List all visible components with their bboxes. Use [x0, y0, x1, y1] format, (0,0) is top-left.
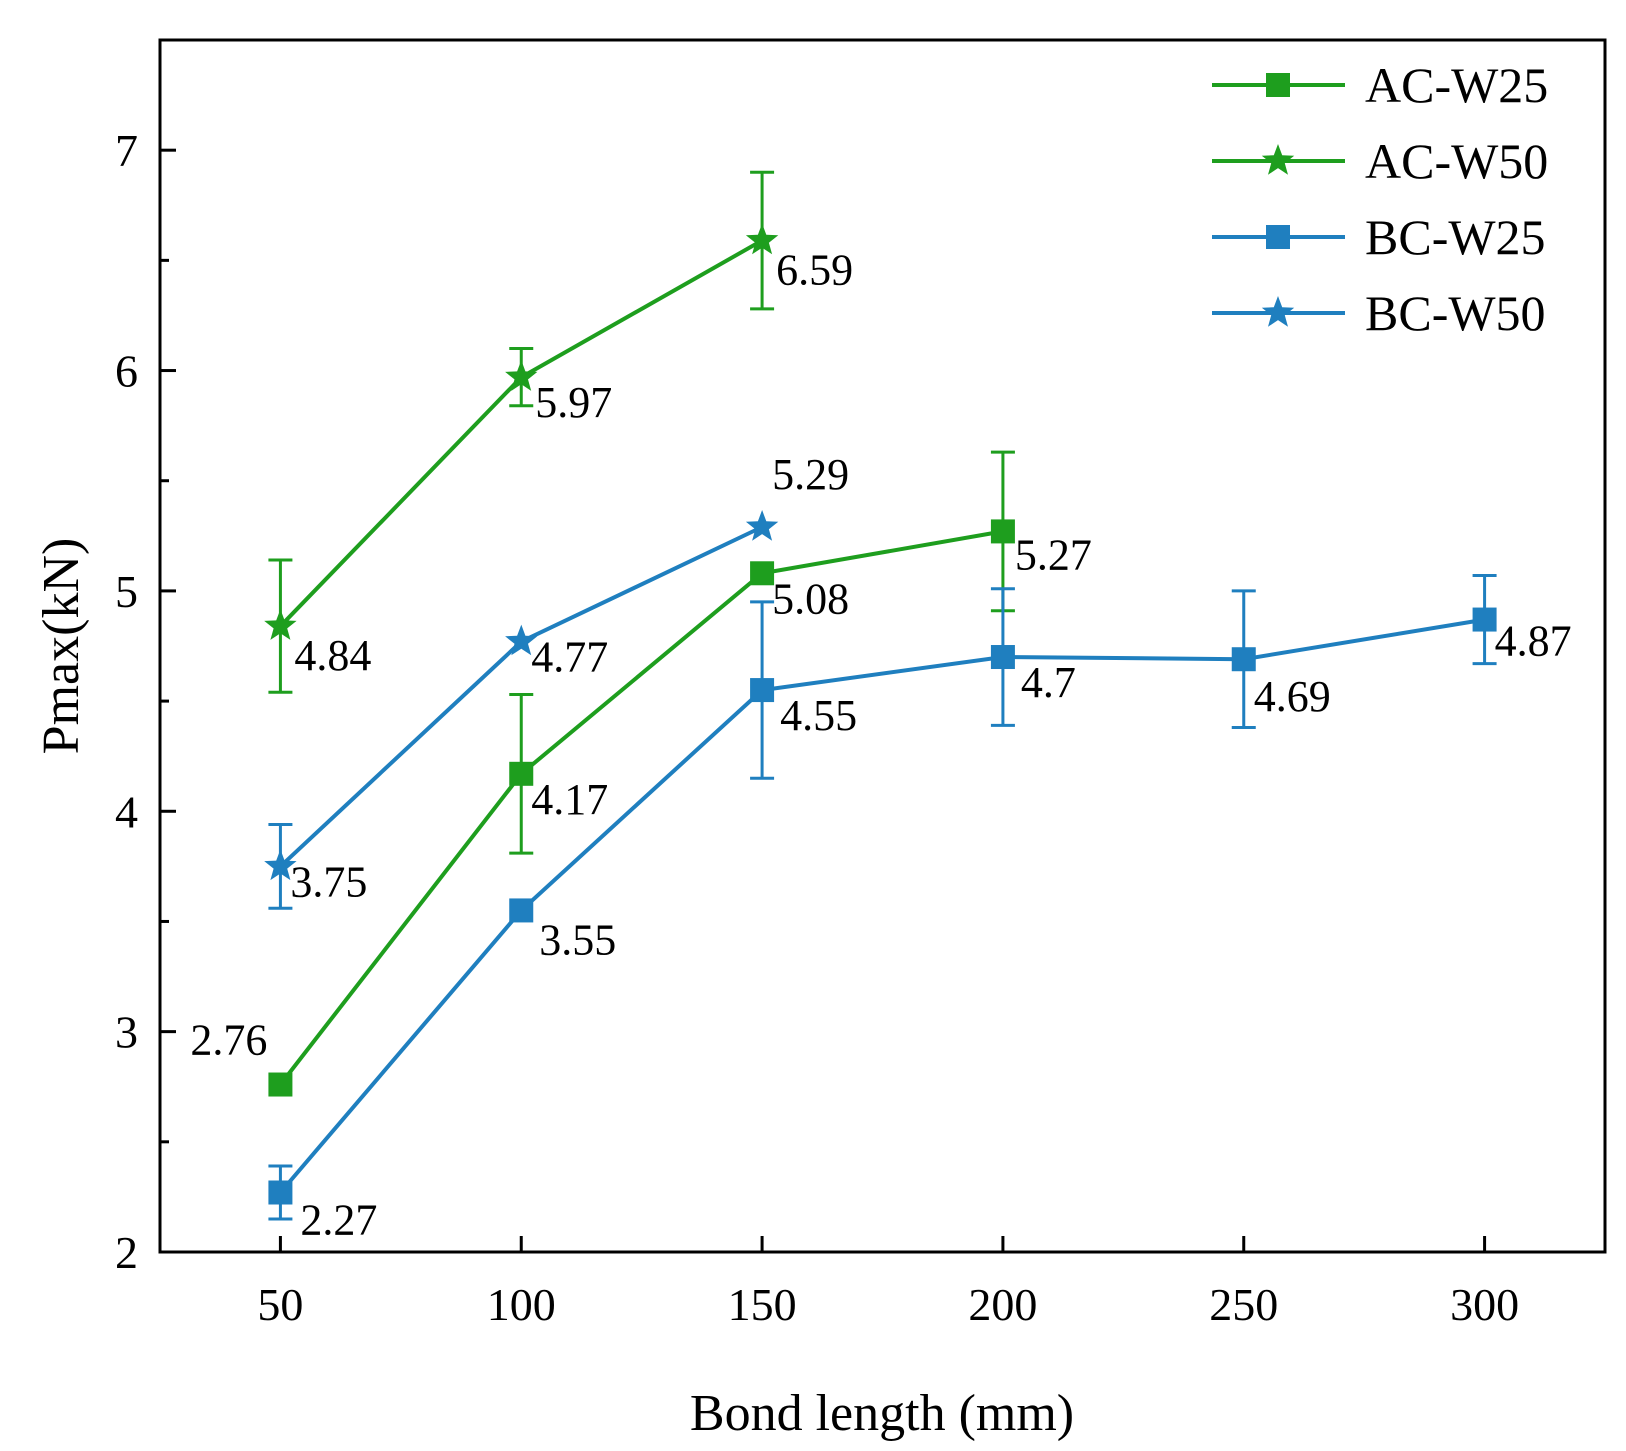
series-layer	[264, 170, 1497, 1221]
data-label: 4.84	[294, 631, 371, 680]
y-tick-label: 6	[115, 346, 138, 397]
series-line	[278, 617, 1485, 1194]
data-label: 5.08	[772, 574, 849, 623]
data-label: 6.59	[776, 246, 853, 295]
y-tick-label: 4	[115, 786, 138, 837]
series-BC-W25	[268, 573, 1497, 1221]
data-label: 5.97	[535, 378, 612, 427]
y-axis-title: Pmax(kN)	[33, 538, 90, 755]
plot-frame	[158, 38, 1607, 1254]
x-tick-label: 250	[1209, 1279, 1278, 1330]
y-axis: 2 3 4 5 6 7	[115, 125, 176, 1278]
data-point	[745, 223, 779, 255]
series-line	[278, 529, 1004, 1086]
data-point	[505, 624, 538, 656]
x-tick-label: 150	[728, 1279, 797, 1330]
y-tick-label: 5	[115, 566, 138, 617]
data-label: 5.27	[1015, 530, 1092, 579]
legend-marker	[1261, 144, 1295, 175]
x-axis-title: Bond length (mm)	[690, 1385, 1074, 1442]
data-point	[264, 609, 297, 640]
series-AC-W50	[264, 170, 779, 694]
data-point	[505, 360, 538, 391]
y-tick-label: 7	[115, 125, 138, 176]
data-point	[509, 898, 534, 923]
legend: AC-W25 AC-W50 BC-W25 BC-W50	[1212, 57, 1548, 341]
legend-label: BC-W25	[1365, 209, 1546, 265]
data-label: 3.75	[290, 857, 367, 906]
x-axis: 50 100 150 200 250 300	[257, 1236, 1519, 1330]
series-line	[278, 238, 764, 628]
data-labels-layer: 2.76 4.17 5.08 5.27 4.84 5.97 6.59 2.27 3.55 4.55…	[190, 246, 1571, 1245]
data-point	[750, 561, 775, 586]
data-point	[990, 519, 1015, 544]
data-label: 4.77	[531, 633, 608, 682]
data-point	[745, 510, 779, 541]
series-AC-W25	[268, 450, 1015, 1097]
series-BC-W50	[264, 510, 779, 910]
data-label: 2.27	[300, 1196, 377, 1245]
data-point	[990, 645, 1015, 670]
x-tick-label: 200	[968, 1279, 1037, 1330]
legend-label: AC-W25	[1365, 57, 1548, 113]
data-point	[268, 1072, 293, 1097]
legend-marker	[1261, 296, 1295, 327]
x-tick-label: 100	[487, 1279, 556, 1330]
y-tick-label: 3	[115, 1007, 138, 1058]
data-label: 5.29	[772, 450, 849, 499]
data-label: 4.55	[780, 691, 857, 740]
y-tick-label: 2	[115, 1227, 138, 1278]
x-tick-label: 300	[1450, 1279, 1519, 1330]
data-label: 4.69	[1254, 672, 1331, 721]
legend-marker	[1266, 73, 1290, 97]
data-point	[1472, 607, 1497, 632]
data-point	[509, 761, 534, 786]
data-label: 3.55	[539, 915, 616, 964]
data-label: 4.17	[531, 775, 608, 824]
x-tick-label: 50	[257, 1279, 303, 1330]
data-label: 4.7	[1021, 658, 1076, 707]
data-label: 4.87	[1495, 617, 1572, 666]
data-point	[1231, 647, 1256, 672]
data-point	[264, 849, 297, 881]
legend-marker	[1266, 225, 1290, 249]
data-label: 2.76	[190, 1016, 267, 1065]
legend-label: BC-W50	[1365, 285, 1546, 341]
data-point	[750, 678, 775, 703]
data-point	[268, 1180, 293, 1205]
legend-label: AC-W50	[1365, 133, 1548, 189]
